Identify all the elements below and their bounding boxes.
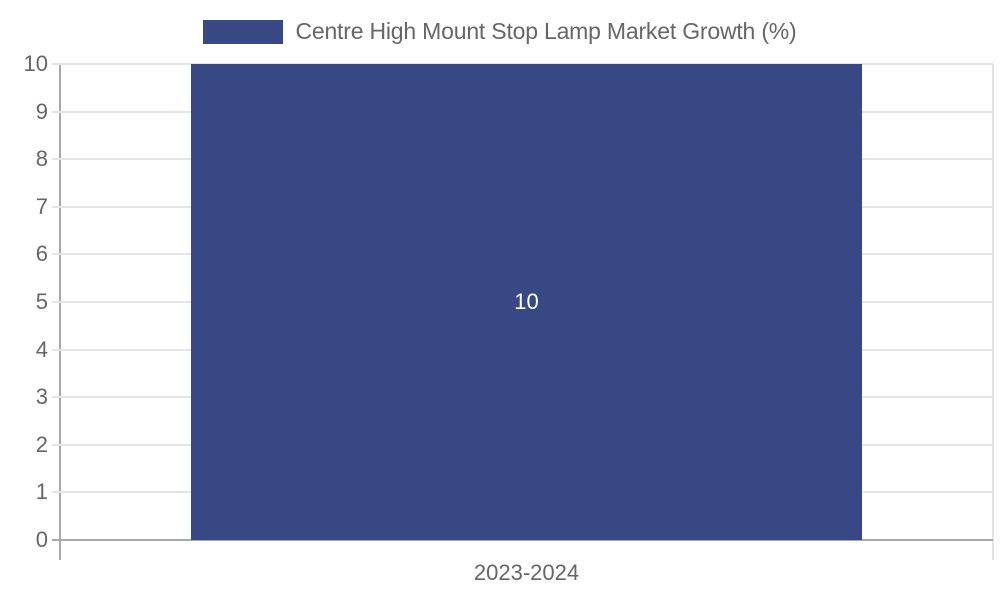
y-tick-label: 5 [35, 289, 48, 314]
y-tick-label: 10 [23, 51, 48, 76]
plot-right-edge [992, 64, 994, 560]
y-tick-label: 8 [35, 146, 48, 172]
y-tick-label: 0 [35, 527, 48, 552]
plot-area: 0 1 2 3 4 5 6 7 8 9 10 10 [24, 51, 994, 560]
x-tick-label: 2023-2024 [473, 560, 580, 585]
y-tick-label: 1 [35, 479, 48, 505]
gridline [52, 539, 993, 541]
chart-legend: Centre High Mount Stop Lamp Market Growt… [0, 18, 1000, 45]
y-tick-label: 9 [35, 98, 48, 124]
bar[interactable]: 10 [190, 64, 863, 540]
bar-value-label: 10 [514, 289, 539, 314]
y-tick-label: 4 [35, 336, 48, 362]
legend-label[interactable]: Centre High Mount Stop Lamp Market Growt… [295, 18, 797, 44]
y-tick-label: 6 [35, 241, 48, 267]
y-axis-line [59, 64, 61, 560]
legend-swatch[interactable] [203, 19, 284, 44]
y-tick-label: 7 [35, 193, 48, 219]
y-tick-label: 2 [35, 431, 48, 457]
y-tick-label: 3 [35, 384, 48, 410]
